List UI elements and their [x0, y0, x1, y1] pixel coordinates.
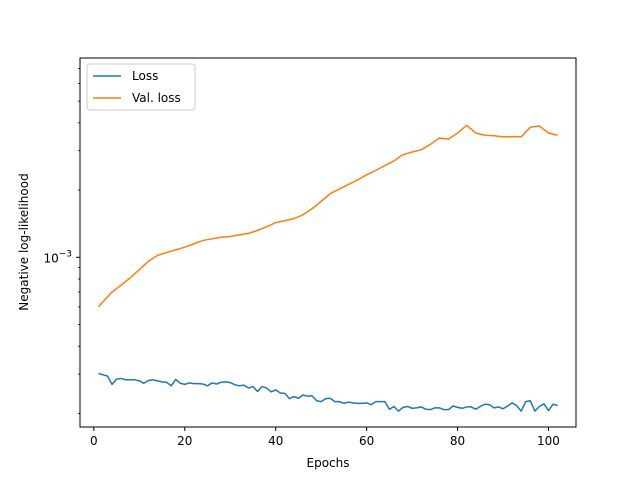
legend-label: Val. loss [132, 91, 181, 105]
plot-frame [79, 57, 577, 428]
x-tick-label: 20 [177, 434, 192, 448]
legend-label: Loss [132, 69, 158, 83]
x-axis-label: Epochs [307, 456, 350, 470]
series-line-val-loss [97, 124, 558, 308]
series-layer [97, 124, 558, 412]
x-tick-label: 60 [359, 434, 374, 448]
x-axis-ticks: 0 20 40 60 80 100 [90, 427, 560, 448]
y-axis-label: Negative log-likelihood [17, 173, 31, 310]
plot-area [79, 57, 577, 428]
x-tick-label: 40 [268, 434, 283, 448]
y-axis-ticks: 10−3 [43, 68, 80, 414]
y-tick-label: 10−3 [43, 249, 72, 265]
legend: Loss Val. loss [86, 63, 196, 111]
series-line-loss [98, 372, 558, 412]
x-tick-label: 80 [450, 434, 465, 448]
x-tick-label: 100 [537, 434, 560, 448]
x-tick-label: 0 [90, 434, 98, 448]
